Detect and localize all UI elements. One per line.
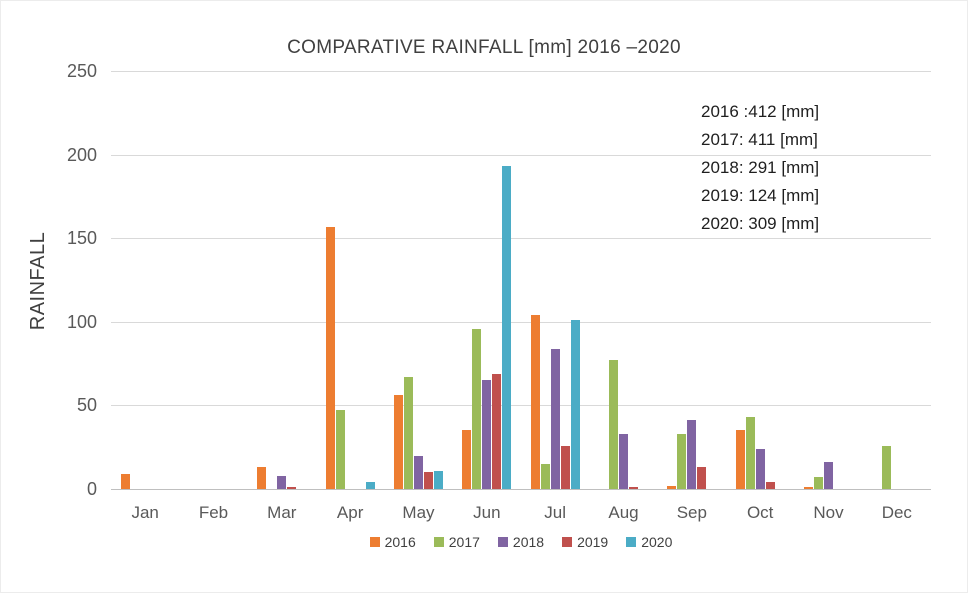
legend-item-2020: 2020 [626, 534, 672, 550]
annual-totals-annotation: 2016 :412 [mm] 2017: 411 [mm] 2018: 291 … [701, 98, 819, 238]
annotation-line-2020: 2020: 309 [mm] [701, 214, 820, 233]
bar-2018-mar [277, 475, 287, 489]
bar-group-sep [658, 71, 726, 489]
bar-2020-may [433, 470, 443, 489]
bar-group-dec [863, 71, 931, 489]
x-tick-label-jan: Jan [131, 503, 159, 522]
gridline [111, 405, 931, 407]
bar-group-jun [453, 71, 521, 489]
annotation-line-2016: 2016 :412 [mm] [701, 102, 820, 121]
bar-2018-may [413, 455, 423, 489]
bar-2018-nov [823, 462, 833, 489]
bar-2017-nov [813, 477, 823, 489]
annotation-line-2018: 2018: 291 [mm] [701, 158, 820, 177]
plot-area [111, 71, 931, 490]
bar-2016-oct [735, 430, 745, 489]
legend-swatch-2018 [497, 537, 508, 547]
chart-title: COMPARATIVE RAINFALL [mm] 2016 –2020 [287, 37, 681, 58]
bar-2016-nov [803, 487, 813, 489]
bar-2019-jun [492, 373, 502, 489]
bar-2016-jun [462, 430, 472, 489]
bar-2017-oct [745, 417, 755, 489]
bar-2017-jul [540, 463, 550, 489]
y-tick-label-200: 200 [66, 144, 97, 165]
bar-2016-apr [325, 226, 335, 489]
bar-2017-sep [677, 433, 687, 489]
bar-group-oct [726, 71, 794, 489]
bar-group-apr [316, 71, 384, 489]
bar-2019-mar [287, 487, 297, 489]
bar-2016-jan [120, 473, 130, 489]
bar-2017-may [403, 376, 413, 489]
bar-2017-dec [882, 445, 892, 489]
legend-swatch-2017 [433, 537, 444, 547]
bar-2020-apr [365, 482, 375, 489]
annotation-line-2019: 2019: 124 [mm] [701, 186, 820, 205]
legend-label-2016: 2016 [384, 534, 416, 550]
legend-item-2016: 2016 [369, 534, 416, 550]
x-tick-label-dec: Dec [881, 503, 912, 522]
y-tick-label-0: 0 [86, 479, 97, 499]
bar-2020-jul [570, 320, 580, 489]
bar-2016-jul [530, 315, 540, 489]
legend-swatch-2020 [626, 537, 637, 547]
x-tick-label-may: May [402, 503, 435, 522]
legend: 2016 2017 2018 2019 2020 [111, 534, 931, 550]
x-tick-label-apr: Apr [336, 503, 364, 522]
y-tick-label-50: 50 [76, 395, 97, 416]
legend-label-2018: 2018 [512, 534, 545, 550]
bar-group-mar [248, 71, 316, 489]
y-tick-label-250: 250 [66, 61, 97, 81]
legend-label-2017: 2017 [448, 534, 480, 550]
y-tick-label-150: 150 [66, 228, 97, 249]
x-tick-label-aug: Aug [608, 503, 639, 522]
bar-group-may [384, 71, 452, 489]
bar-2019-aug [628, 487, 638, 489]
legend-item-2018: 2018 [497, 534, 545, 550]
bar-group-feb [179, 71, 247, 489]
bar-2016-may [393, 395, 403, 489]
bar-2019-jul [560, 445, 570, 489]
bar-group-nov [794, 71, 862, 489]
bar-2018-jul [550, 348, 560, 489]
bar-2017-jun [472, 328, 482, 489]
x-tick-label-mar: Mar [267, 503, 297, 522]
legend-item-2017: 2017 [433, 534, 480, 550]
x-tick-label-oct: Oct [746, 503, 774, 522]
bar-group-jul [521, 71, 589, 489]
gridline [111, 321, 931, 323]
bar-group-jan [111, 71, 179, 489]
bar-2016-sep [667, 485, 677, 489]
legend-label-2019: 2019 [577, 534, 609, 550]
bar-2020-jun [502, 166, 512, 489]
bar-2017-apr [335, 410, 345, 489]
bar-2016-mar [257, 467, 267, 489]
legend-swatch-2016 [369, 537, 380, 547]
legend-label-2020: 2020 [641, 534, 673, 550]
legend-item-2019: 2019 [562, 534, 608, 550]
x-tick-label-nov: Nov [813, 503, 844, 522]
bar-2017-aug [608, 360, 618, 489]
bar-group-aug [589, 71, 657, 489]
gridline [111, 71, 931, 72]
x-tick-label-sep: Sep [676, 503, 707, 522]
x-tick-label-feb: Feb [198, 503, 229, 522]
bar-2019-may [423, 472, 433, 489]
y-tick-label-100: 100 [66, 311, 97, 332]
bar-2018-sep [687, 420, 697, 489]
annotation-line-2017: 2017: 411 [mm] [701, 130, 818, 149]
x-tick-label-jul: Jul [544, 503, 567, 522]
bar-2019-oct [765, 482, 775, 489]
x-tick-label-jun: Jun [473, 503, 501, 522]
gridline [111, 154, 931, 156]
bar-2018-aug [618, 433, 628, 489]
gridline [111, 238, 931, 240]
bar-2018-oct [755, 448, 765, 489]
bar-2019-sep [697, 467, 707, 489]
x-axis-line [111, 489, 931, 490]
legend-swatch-2019 [562, 537, 573, 547]
bar-2018-jun [482, 380, 492, 489]
